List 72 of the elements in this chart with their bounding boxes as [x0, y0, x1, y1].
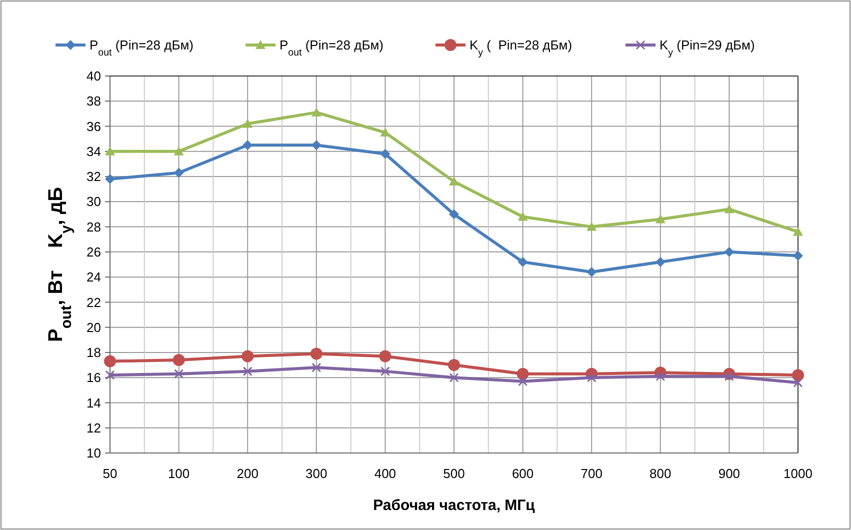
point — [105, 146, 115, 156]
point — [380, 366, 390, 376]
x-tick-label: 300 — [306, 466, 328, 481]
point — [586, 372, 596, 382]
point — [174, 369, 184, 379]
point — [724, 372, 734, 382]
x-axis-title: Рабочая частота, МГц — [373, 497, 536, 514]
point — [448, 359, 460, 372]
y-tick-label: 22 — [86, 294, 101, 310]
point — [449, 209, 459, 220]
x-tick-label: 200 — [236, 466, 258, 481]
point — [793, 250, 803, 261]
y-tick-label: 34 — [86, 144, 101, 159]
y-tick-label: 12 — [86, 420, 101, 436]
y-tick-label: 32 — [86, 169, 101, 184]
legend-label: P$_{out}$ (Pin=28 дБм) — [90, 38, 194, 58]
y-tick-label: 14 — [86, 395, 101, 410]
x-tick-label: 100 — [168, 466, 190, 481]
y-tick-label: 20 — [86, 320, 101, 335]
y-tick-label: 18 — [86, 345, 101, 360]
x-tick-label: 700 — [580, 466, 602, 481]
point — [174, 146, 184, 156]
point — [379, 350, 392, 362]
point — [174, 168, 184, 178]
y-tick-label: 10 — [86, 446, 101, 461]
y-tick-label: 24 — [86, 270, 101, 285]
point — [105, 370, 115, 380]
x-tick-label: 500 — [443, 466, 465, 481]
x-tick-label: 600 — [512, 466, 534, 481]
point — [312, 362, 322, 372]
point — [792, 369, 804, 382]
point — [242, 140, 253, 150]
y-tick-label: 38 — [86, 94, 101, 109]
y-tick-label: 16 — [86, 370, 101, 386]
x-tick-label: 50 — [102, 466, 118, 481]
point — [586, 267, 597, 278]
y-tick-label: 26 — [86, 244, 101, 260]
point — [518, 212, 528, 221]
point — [172, 354, 185, 366]
point — [310, 348, 322, 360]
point — [793, 226, 803, 236]
x-tick-label: 400 — [374, 466, 396, 481]
y-tick-label: 28 — [86, 219, 101, 234]
point — [242, 366, 252, 376]
point — [449, 176, 459, 186]
point — [449, 372, 459, 382]
point — [104, 355, 116, 368]
legend-label: K$_{у}$ ( Pin=28 дБм) — [470, 38, 572, 58]
point — [656, 372, 666, 382]
legend-label: K$_{у}$ (Pin=29 дБм) — [660, 38, 755, 58]
point — [380, 148, 390, 159]
point — [655, 256, 666, 267]
y-tick-label: 40 — [86, 68, 101, 84]
point — [242, 350, 254, 362]
point — [586, 222, 597, 231]
y-tick-label: 36 — [86, 118, 101, 134]
point — [242, 118, 253, 128]
x-tick-label: 800 — [650, 466, 672, 481]
point — [311, 140, 322, 150]
point — [311, 107, 322, 116]
x-tick-label: 1000 — [784, 466, 812, 481]
point — [516, 368, 529, 380]
point — [655, 214, 666, 224]
y-tick-label: 30 — [86, 194, 101, 210]
point — [518, 376, 528, 386]
point — [105, 174, 115, 184]
point — [793, 378, 803, 388]
legend-label: P$_{out}$ (Pin=28 дБм) — [280, 38, 384, 58]
x-tick-label: 900 — [718, 466, 740, 481]
point — [518, 256, 528, 267]
point — [724, 246, 734, 257]
point — [724, 204, 734, 214]
